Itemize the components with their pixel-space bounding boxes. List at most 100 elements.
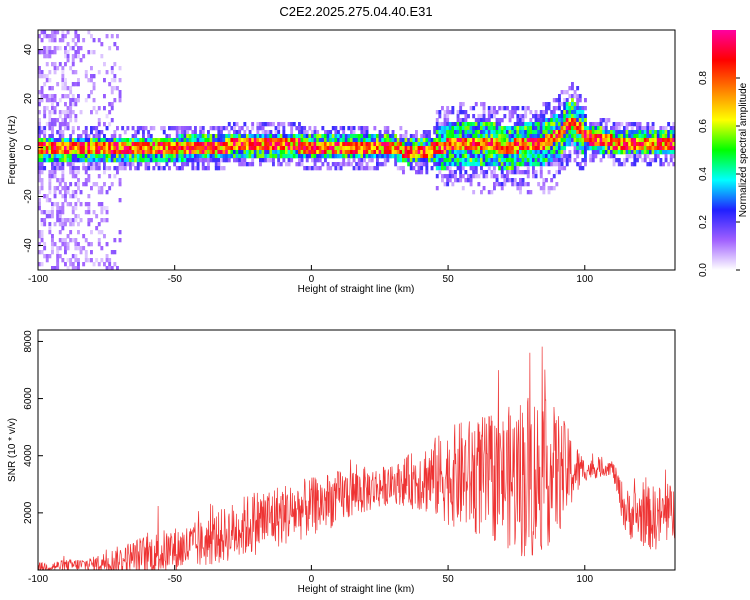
spectrogram-cell [45,122,49,127]
spectrogram-cell [201,142,205,147]
spectrogram-cell [77,154,80,159]
spectrogram-cell [378,154,382,159]
spectrogram-cell [573,142,577,147]
spectrogram-cell [433,150,437,155]
spectrogram-cell [165,138,169,143]
spectrogram-cell [443,114,447,119]
spectrogram-cell [51,138,54,143]
spectrogram-cell [131,162,135,167]
spectrogram-cell [498,146,502,151]
spectrogram-cell [552,110,556,115]
spectrogram-cell [508,130,512,135]
spectrogram-cell [350,150,353,155]
spectrogram-cell [581,138,585,143]
spectrogram-cell [495,146,499,151]
spectrogram-cell [53,122,57,127]
spectrogram-cell [45,138,49,143]
spectrogram-cell [563,130,567,135]
spectrogram-cell [123,166,127,171]
spectrogram-cell [40,218,44,223]
spectrogram-cell [108,262,112,267]
spectrogram-cell [269,146,273,151]
spectrogram-cell [207,134,210,139]
spectrogram-cell [396,154,400,159]
spectrogram-cell [100,186,104,191]
spectrogram-cell [116,150,119,155]
spectrogram-cell [64,218,67,223]
spectrogram-cell [391,154,395,159]
spectrogram-cell [196,142,200,147]
spectrogram-cell [519,142,522,147]
spectrogram-cell [357,158,361,163]
spectrogram-cell [394,154,398,159]
spectrogram-cell [305,130,309,135]
spectrogram-cell [40,158,44,163]
spectrogram-cell [56,158,60,163]
spectrogram-cell [217,166,221,171]
spectrogram-cell [477,122,481,127]
spectrogram-cell [64,122,67,127]
spectrogram-cell [113,238,117,243]
spectrogram-cell [212,138,216,143]
spectrogram-cell [630,138,634,143]
spectrogram-cell [181,134,184,139]
spectrogram-cell [389,138,392,143]
spectrogram-cell [51,142,54,147]
spectrogram-cell [425,166,429,171]
spectrogram-cell [90,138,93,143]
spectrogram-cell [220,166,223,171]
spectrogram-cell [79,146,83,151]
spectrogram-cell [40,126,44,131]
spectrogram-cell [214,138,218,143]
spectrogram-cell [508,158,512,163]
spectrogram-cell [381,150,385,155]
spectrogram-cell [342,130,346,135]
spectrogram-cell [324,158,327,163]
spectrogram-cell [477,134,481,139]
spectrogram-cell [558,98,561,103]
spectrogram-cell [77,214,80,219]
spectrogram-cell [443,130,447,135]
spectrogram-cell [58,210,62,215]
spectrogram-cell [396,146,400,151]
spectrogram-cell [472,134,476,139]
spectrogram-cell [381,162,385,167]
spectrogram-cell [321,146,325,151]
spectrogram-cell [409,138,413,143]
spectrogram-cell [672,130,675,135]
spectrogram-cell [308,142,312,147]
spectrogram-cell [589,134,593,139]
spectrogram-cell [542,146,546,151]
spectrogram-cell [503,150,507,155]
spectrogram-cell [74,202,78,207]
spectrogram-cell [477,126,481,131]
spectrogram-cell [105,258,109,263]
spectrogram-cell [636,142,639,147]
spectrogram-cell [194,158,197,163]
spectrogram-cell [438,122,442,127]
spectrogram-cell [105,138,109,143]
spectrogram-cell [467,142,470,147]
spectrogram-cell [547,122,551,127]
spectrogram-cell [139,126,143,131]
spectrogram-cell [558,126,561,131]
spectrogram-cell [563,154,567,159]
spectrogram-cell [95,142,99,147]
spectrogram-cell [485,150,489,155]
spectrogram-cell [100,154,104,159]
spectrogram-cell [482,122,486,127]
spectrogram-cell [235,130,239,135]
spectrogram-cell [454,178,457,183]
spectrogram-cell [597,146,600,151]
spectrogram-cell [256,154,260,159]
spectrogram-cell [524,126,528,131]
spectrogram-cell [64,194,67,199]
spectrogram-cell [638,154,642,159]
spectrogram-cell [240,142,244,147]
spectrogram-cell [508,166,512,171]
spectrogram-cell [495,154,499,159]
spectrogram-cell [274,142,278,147]
spectrogram-cell [576,146,580,151]
spectrogram-cell [435,142,439,147]
spectrogram-cell [204,158,208,163]
